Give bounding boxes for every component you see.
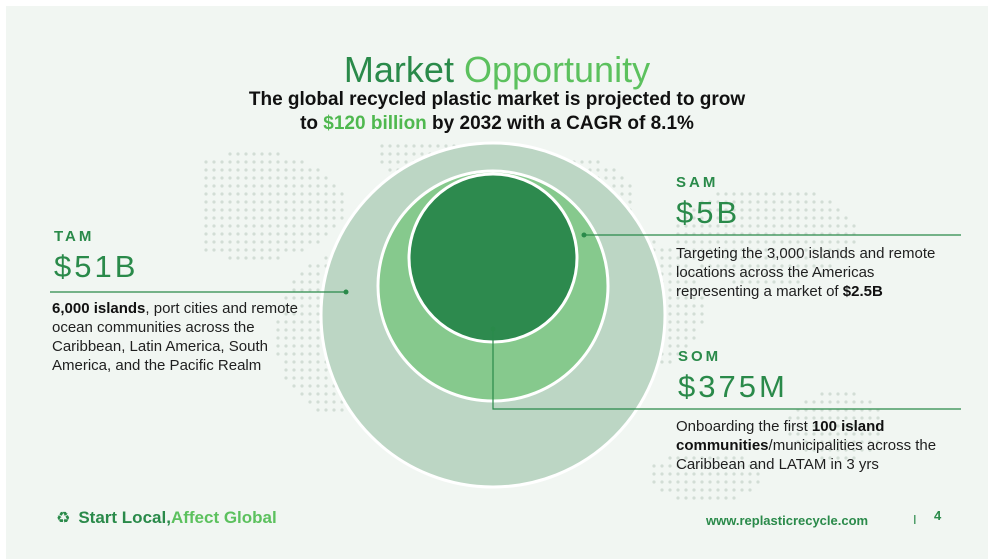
- subtitle-line-2: to $120 billion by 2032 with a CAGR of 8…: [156, 112, 838, 136]
- sam-label: SAM: [676, 174, 719, 191]
- slogan-part-1: Start Local,: [78, 508, 171, 527]
- som-description-post: /municipalities across the Caribbean and…: [676, 437, 937, 473]
- som-value: $375M: [678, 369, 788, 404]
- tam-leader-dot: [343, 289, 349, 295]
- sam-value: $5B: [676, 195, 741, 230]
- som-description-bold: 100 island communities: [676, 418, 885, 454]
- som-leader-dot: [490, 326, 496, 332]
- som-description-pre: Onboarding the first: [676, 418, 812, 435]
- sam-description-pre: Targeting the 3,000 islands and remote l…: [676, 245, 936, 300]
- tam-description-bold: 6,000 islands: [52, 300, 146, 317]
- som-label: SOM: [678, 348, 722, 365]
- footer-slogan: ♻ Start Local, Affect Global: [56, 508, 277, 528]
- tam-value: $51B: [54, 249, 139, 284]
- page-subtitle: The global recycled plastic market is pr…: [156, 88, 838, 136]
- recycle-icon: ♻: [56, 510, 71, 527]
- market-size-diagram: [50, 141, 961, 500]
- som-description: Onboarding the first 100 island communit…: [676, 417, 961, 474]
- sam-description: Targeting the 3,000 islands and remote l…: [676, 244, 938, 301]
- footer-separator: I: [913, 512, 917, 527]
- subtitle-highlight: $120 billion: [323, 113, 427, 134]
- page-number: 4: [934, 508, 942, 523]
- title-part-2: Opportunity: [463, 49, 651, 90]
- subtitle-line-2-post: by 2032 with a CAGR of 8.1%: [426, 113, 694, 134]
- title-part-1: Market: [343, 49, 454, 90]
- tam-description: 6,000 islands, port cities and remote oc…: [52, 299, 302, 375]
- subtitle-line-1: The global recycled plastic market is pr…: [248, 89, 746, 110]
- footer-website-link[interactable]: www.replasticrecycle.com: [706, 513, 869, 528]
- som-circle: [407, 172, 579, 344]
- page-title: Market Opportunity: [6, 50, 988, 90]
- slide: Market Opportunity The global recycled p…: [6, 6, 988, 559]
- som-leader-line: [492, 329, 961, 410]
- slogan-part-2: Affect Global: [170, 508, 277, 527]
- tam-label: TAM: [54, 228, 95, 245]
- sam-description-bold: $2.5B: [842, 283, 883, 300]
- subtitle-line-2-pre: to: [300, 113, 324, 134]
- sam-leader-dot: [581, 232, 587, 238]
- tam-description-rest: , port cities and remote ocean communiti…: [52, 300, 298, 374]
